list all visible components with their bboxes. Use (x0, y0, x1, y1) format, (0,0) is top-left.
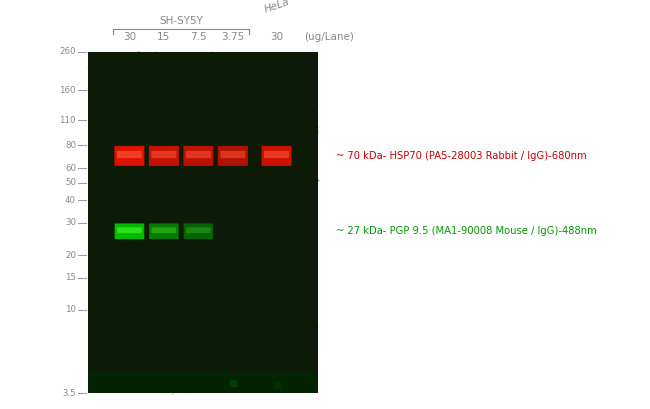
Text: 260: 260 (60, 47, 76, 56)
Text: 15: 15 (65, 273, 76, 282)
Text: 30: 30 (270, 32, 283, 42)
Text: 110: 110 (60, 116, 76, 125)
Text: 30: 30 (123, 32, 136, 42)
FancyBboxPatch shape (151, 151, 176, 158)
Text: SH-SY5Y: SH-SY5Y (159, 16, 203, 26)
FancyBboxPatch shape (218, 146, 248, 166)
Bar (88, 371, 318, 393)
FancyBboxPatch shape (114, 146, 144, 166)
FancyBboxPatch shape (220, 151, 246, 158)
Text: 20: 20 (65, 251, 76, 260)
Text: HeLa: HeLa (263, 0, 291, 15)
FancyBboxPatch shape (183, 223, 213, 239)
FancyBboxPatch shape (264, 151, 289, 158)
FancyBboxPatch shape (261, 146, 292, 166)
FancyBboxPatch shape (151, 227, 176, 233)
Text: ~ 70 kDa- HSP70 (PA5-28003 Rabbit / IgG)-680nm: ~ 70 kDa- HSP70 (PA5-28003 Rabbit / IgG)… (336, 151, 586, 161)
Text: 80: 80 (65, 141, 76, 150)
Text: 3.5: 3.5 (62, 389, 76, 398)
FancyBboxPatch shape (114, 223, 144, 239)
FancyBboxPatch shape (183, 146, 213, 166)
Text: 10: 10 (65, 306, 76, 315)
Text: 30: 30 (65, 218, 76, 227)
Text: 60: 60 (65, 164, 76, 173)
FancyBboxPatch shape (186, 151, 211, 158)
Text: ~ 27 kDa- PGP 9.5 (MA1-90008 Mouse / IgG)-488nm: ~ 27 kDa- PGP 9.5 (MA1-90008 Mouse / IgG… (336, 226, 597, 236)
FancyBboxPatch shape (149, 146, 179, 166)
Text: (ug/Lane): (ug/Lane) (305, 32, 354, 42)
FancyBboxPatch shape (149, 223, 179, 239)
Bar (88, 52, 318, 393)
Text: 40: 40 (65, 196, 76, 204)
FancyBboxPatch shape (186, 227, 211, 233)
Text: 7.5: 7.5 (190, 32, 207, 42)
Text: 50: 50 (65, 178, 76, 187)
Text: 160: 160 (60, 86, 76, 95)
FancyBboxPatch shape (117, 151, 142, 158)
Text: 3.75: 3.75 (221, 32, 244, 42)
FancyBboxPatch shape (117, 227, 142, 233)
Text: 15: 15 (157, 32, 170, 42)
